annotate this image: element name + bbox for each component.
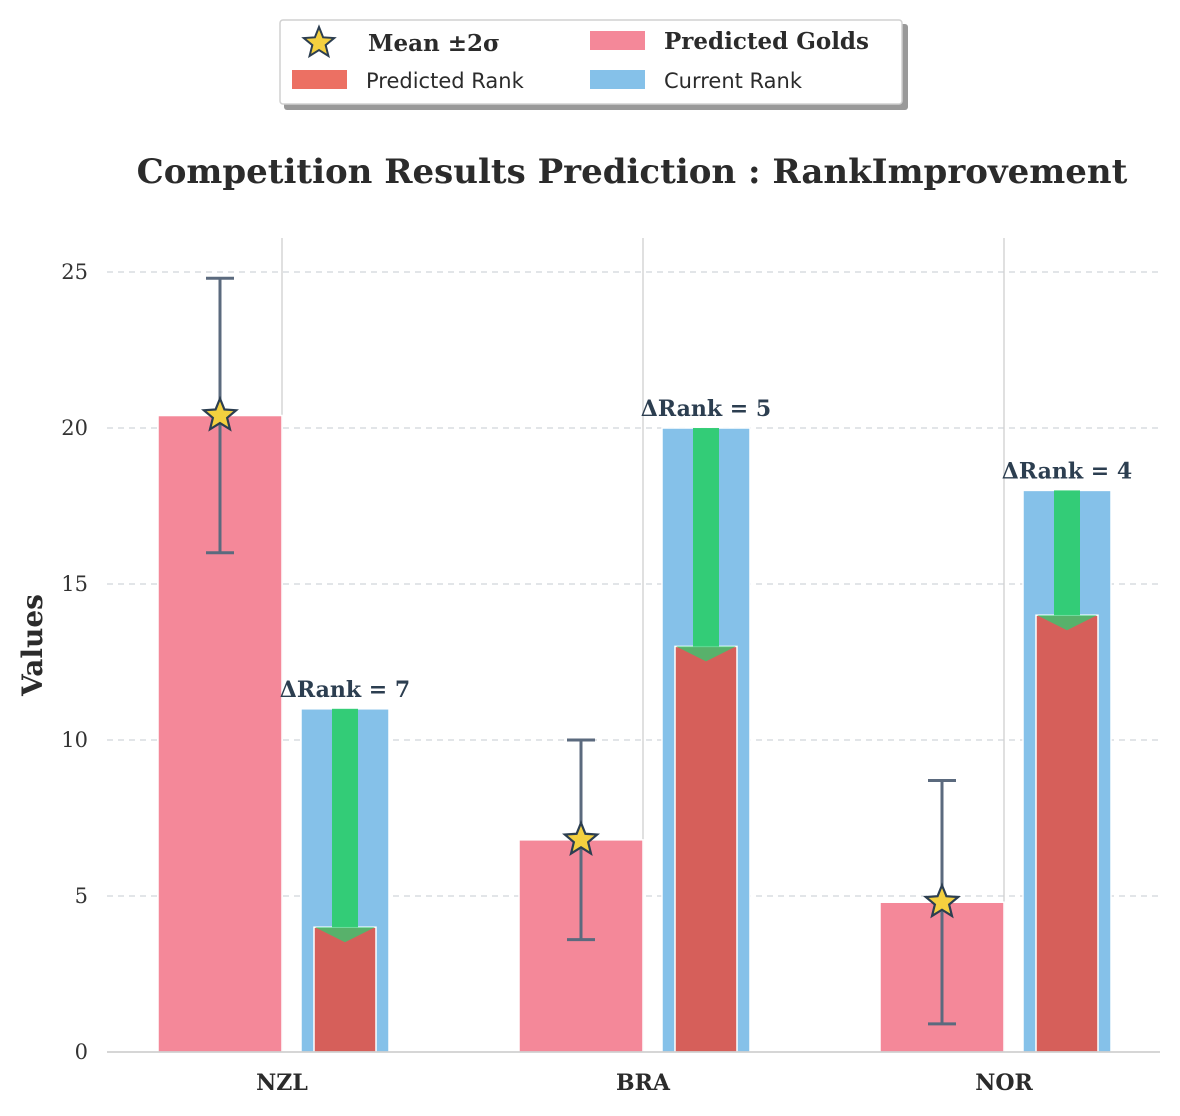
rank-change-arrow-head [315, 927, 375, 943]
y-tick-label: 20 [61, 416, 88, 440]
rank-change-arrow-shaft [332, 708, 358, 928]
rank-change-arrow-shaft [693, 428, 719, 647]
legend-label-predicted-golds: Predicted Golds [664, 28, 869, 55]
legend: Mean ±2σ Predicted Golds Predicted Rank … [279, 19, 908, 110]
mean-star-marker [923, 882, 961, 919]
delta-rank-label: ΔRank = 7 [280, 677, 410, 703]
legend-label-mean: Mean ±2σ [368, 30, 500, 57]
x-tick-label: NOR [975, 1070, 1033, 1096]
bar-predicted-rank [674, 645, 738, 1053]
y-tick-label: 0 [75, 1040, 88, 1064]
legend-swatch-predicted-rank [292, 70, 347, 89]
delta-rank-label: ΔRank = 4 [1002, 458, 1132, 484]
legend-swatch-predicted-golds [590, 31, 645, 50]
legend-swatch-current-rank [590, 70, 645, 89]
legend-frame [279, 19, 903, 105]
mean-star-marker [201, 395, 239, 432]
x-tick-label: BRA [616, 1070, 671, 1096]
legend-label-predicted-rank: Predicted Rank [366, 69, 525, 93]
x-tick-label: NZL [256, 1070, 308, 1096]
y-tick-label: 10 [61, 728, 88, 752]
y-tick-label: 5 [75, 884, 88, 908]
y-tick-label: 25 [61, 260, 88, 284]
overlay-layer: ΔRank = 7 NZL ΔRank = 5 BRA ΔRank = 4 NOR [201, 276, 1132, 1096]
chart-title: Competition Results Prediction : RankImp… [137, 152, 1128, 192]
y-tick-label: 15 [61, 572, 88, 596]
bar-predicted-rank [313, 926, 377, 1053]
legend-label-current-rank: Current Rank [664, 69, 803, 93]
legend-star-icon [301, 24, 337, 59]
mean-star-marker [562, 819, 600, 856]
rank-change-arrow-head [1037, 615, 1097, 631]
rank-change-arrow-shaft [1054, 490, 1080, 616]
bars-layer [157, 414, 1112, 1053]
delta-rank-label: ΔRank = 5 [641, 396, 771, 422]
rank-change-arrow-head [676, 646, 736, 662]
bar-predicted-rank [1035, 614, 1099, 1053]
y-axis-label: Values [16, 594, 49, 697]
